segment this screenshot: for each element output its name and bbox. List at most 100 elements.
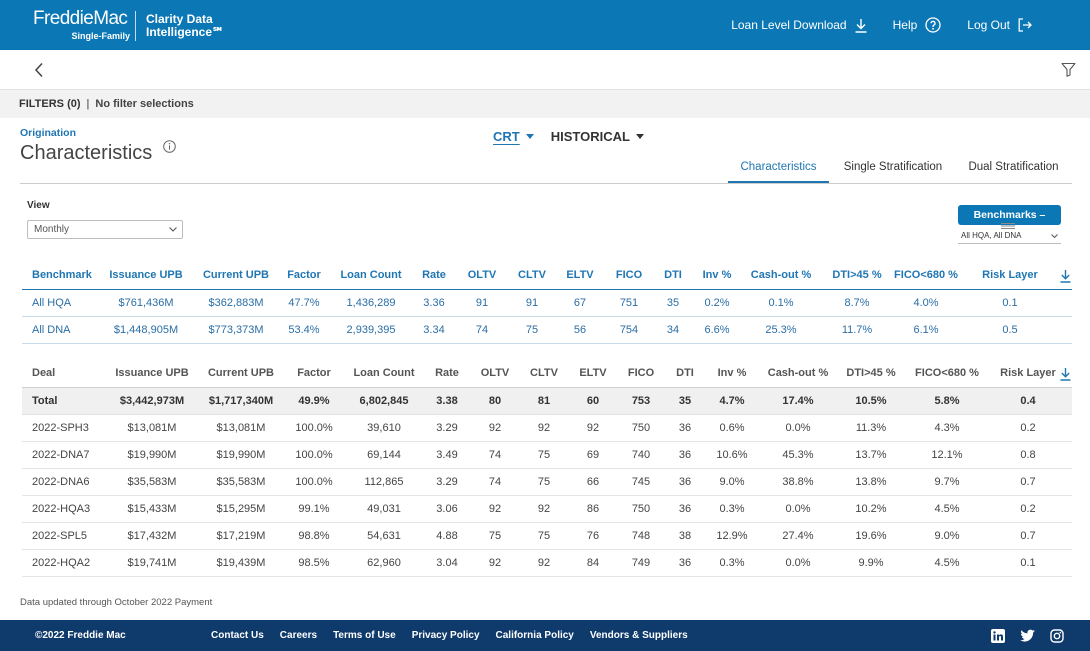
column-header-loan-count[interactable]: Loan Count (338, 360, 430, 388)
column-header-cltv[interactable]: CLTV (526, 360, 562, 388)
benchmarks-select[interactable]: All HQA, All DNA (958, 228, 1061, 244)
tab-dual-stratification[interactable]: Dual Stratification (968, 161, 1059, 173)
chevron-left-icon[interactable] (34, 62, 48, 78)
toolbar (0, 50, 1090, 90)
spacer-cell (1060, 316, 1072, 344)
download-table-button[interactable] (1060, 360, 1072, 388)
instagram-icon[interactable] (1050, 629, 1064, 643)
linkedin-icon[interactable] (991, 629, 1005, 643)
issuance-upb-cell: $13,081M (112, 414, 192, 442)
page-eyebrow: Origination (20, 127, 76, 139)
column-header-loan-count[interactable]: Loan Count (328, 262, 414, 290)
fico-cell: 749 (624, 549, 658, 577)
inv-cell: 4.7% (712, 387, 752, 415)
tab-single-stratification[interactable]: Single Stratification (843, 161, 943, 173)
dti-cell: 36 (658, 495, 712, 523)
info-icon[interactable] (163, 140, 176, 153)
cltv-cell: 81 (526, 387, 562, 415)
footer-link-privacy-policy[interactable]: Privacy Policy (411, 630, 480, 641)
column-header-cltv[interactable]: CLTV (510, 262, 554, 290)
fico-680-cell: 4.5% (898, 495, 996, 523)
column-header-inv[interactable]: Inv % (712, 360, 752, 388)
column-header-deal[interactable]: Deal (22, 360, 112, 388)
column-header-rate[interactable]: Rate (414, 262, 454, 290)
footer-link-careers[interactable]: Careers (279, 630, 318, 641)
dti-cell: 34 (652, 316, 694, 344)
risk-layer-cell: 0.2 (996, 495, 1060, 523)
column-header-cash-out[interactable]: Cash-out % (740, 262, 822, 290)
caret-down-icon (525, 134, 534, 139)
dti-45-cell: 10.5% (844, 387, 898, 415)
help-link[interactable]: Help (893, 17, 942, 33)
dti-cell: 36 (658, 468, 712, 496)
loan-count-cell: 54,631 (338, 522, 430, 550)
column-header-fico[interactable]: FICO (624, 360, 658, 388)
fico-cell: 740 (624, 441, 658, 469)
filters-separator: | (86, 98, 90, 110)
footer-link-terms-of-use[interactable]: Terms of Use (333, 630, 396, 641)
benchmarks-button[interactable]: Benchmarks – (958, 205, 1061, 225)
footer-link-contact-us[interactable]: Contact Us (211, 630, 264, 641)
column-header-oltv[interactable]: OLTV (464, 360, 526, 388)
column-header-dti[interactable]: DTI (652, 262, 694, 290)
loan-count-cell: 69,144 (338, 441, 430, 469)
footer-link-california-policy[interactable]: California Policy (495, 630, 574, 641)
column-header-risk-layer[interactable]: Risk Layer (960, 262, 1060, 290)
column-header-dti[interactable]: DTI (658, 360, 712, 388)
column-header-issuance-upb[interactable]: Issuance UPB (112, 360, 192, 388)
column-header-current-upb[interactable]: Current UPB (192, 262, 280, 290)
footer: ©2022 Freddie Mac Contact Us Careers Ter… (0, 620, 1090, 651)
dataset-tab-crt[interactable]: CRT (493, 129, 534, 144)
view-select[interactable]: Monthly (27, 220, 183, 239)
dti-cell: 36 (658, 414, 712, 442)
table-header-row: Deal Issuance UPB Current UPB Factor Loan Co… (22, 360, 1072, 388)
column-header-benchmark[interactable]: Benchmark (22, 262, 100, 290)
download-table-button[interactable] (1060, 262, 1072, 290)
column-header-cash-out[interactable]: Cash-out % (752, 360, 844, 388)
column-header-fico-680[interactable]: FICO<680 % (898, 360, 996, 388)
fico-cell: 750 (624, 495, 658, 523)
deal-cell: 2022-DNA6 (22, 468, 112, 496)
column-header-oltv[interactable]: OLTV (454, 262, 510, 290)
product-name-line1: Clarity Data (146, 12, 213, 26)
fico-cell: 751 (606, 289, 652, 317)
column-header-risk-layer[interactable]: Risk Layer (996, 360, 1060, 388)
column-header-factor[interactable]: Factor (280, 262, 328, 290)
column-header-fico-680[interactable]: FICO<680 % (892, 262, 960, 290)
footer-link-vendors-suppliers[interactable]: Vendors & Suppliers (589, 630, 688, 641)
deal-cell: 2022-SPL5 (22, 522, 112, 550)
column-header-fico[interactable]: FICO (606, 262, 652, 290)
loan-level-download-link[interactable]: Loan Level Download (731, 18, 867, 33)
cash-out-cell: 0.0% (752, 414, 844, 442)
column-header-inv[interactable]: Inv % (694, 262, 740, 290)
dataset-tab-historical[interactable]: HISTORICAL (551, 129, 644, 144)
column-header-rate[interactable]: Rate (430, 360, 464, 388)
twitter-icon[interactable] (1020, 629, 1035, 643)
column-header-dti-45[interactable]: DTI>45 % (822, 262, 892, 290)
column-header-eltv[interactable]: ELTV (562, 360, 624, 388)
column-header-dti-45[interactable]: DTI>45 % (844, 360, 898, 388)
factor-cell: 47.7% (280, 289, 328, 317)
risk-layer-cell: 0.7 (996, 468, 1060, 496)
column-header-eltv[interactable]: ELTV (554, 262, 606, 290)
spacer-cell (1060, 414, 1072, 442)
risk-layer-cell: 0.1 (996, 549, 1060, 577)
freddie-mac-logo[interactable]: FreddieMac Single-Family (33, 8, 130, 42)
fico-680-cell: 9.7% (898, 468, 996, 496)
column-header-factor[interactable]: Factor (290, 360, 338, 388)
log-out-link[interactable]: Log Out (967, 18, 1032, 32)
spacer-cell (1060, 468, 1072, 496)
rate-cell: 4.88 (430, 522, 464, 550)
inv-cell: 0.3% (712, 495, 752, 523)
table-header-row: Benchmark Issuance UPB Current UPB Factor Lo… (22, 262, 1072, 290)
funnel-icon[interactable] (1061, 62, 1076, 77)
rate-cell: 3.06 (430, 495, 464, 523)
tab-characteristics[interactable]: Characteristics (728, 157, 829, 183)
loan-count-cell: 62,960 (338, 549, 430, 577)
fico-cell: 748 (624, 522, 658, 550)
footer-links: Contact Us Careers Terms of Use Privacy … (211, 620, 688, 651)
column-header-issuance-upb[interactable]: Issuance UPB (100, 262, 192, 290)
log-out-label: Log Out (967, 18, 1010, 32)
current-upb-cell: $773,373M (192, 316, 280, 344)
column-header-current-upb[interactable]: Current UPB (192, 360, 290, 388)
